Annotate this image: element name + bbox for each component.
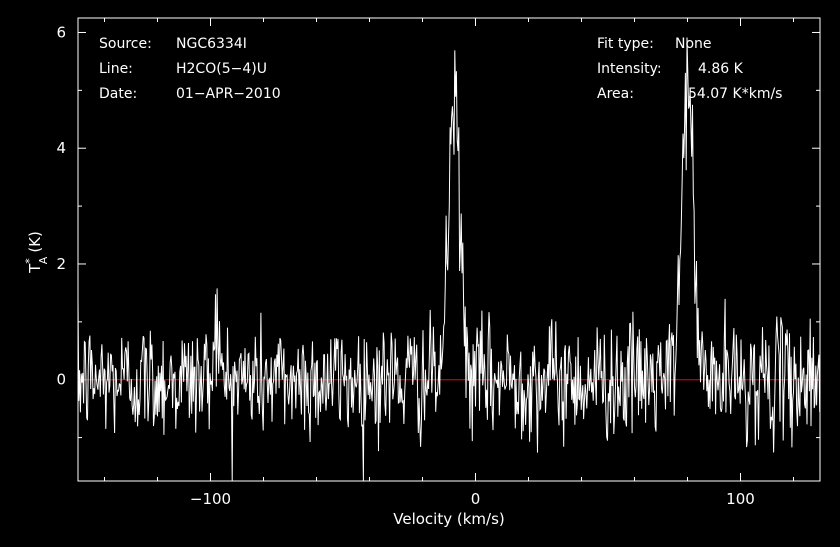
x-tick-label: 100: [726, 490, 755, 508]
y-axis-label: T*A (K): [23, 231, 50, 274]
intensity-label: Intensity:: [597, 61, 662, 77]
y-tick-label: 0: [56, 371, 66, 389]
date-label: Date:: [99, 86, 138, 102]
x-axis-label: Velocity (km/s): [393, 510, 504, 528]
source-label: Source:: [99, 36, 152, 52]
y-axis-ticks: 0 2 4 6: [56, 23, 820, 439]
y-axis-label-unit: (K): [26, 231, 44, 253]
date-value: 01−APR−2010: [176, 86, 281, 102]
y-tick-label: 2: [56, 255, 66, 273]
intensity-value: 4.86 K: [698, 61, 743, 77]
spectrum-line: [77, 37, 821, 482]
area-value: 54.07 K*km/s: [688, 86, 783, 102]
svg-text:T*A(K): T*A (K): [23, 231, 50, 274]
area-label: Area:: [597, 86, 634, 102]
y-axis-label-sup: *: [23, 258, 36, 264]
x-axis-ticks: −100 0 100: [104, 18, 794, 508]
y-tick-label: 6: [56, 23, 66, 41]
line-label: Line:: [99, 61, 133, 77]
fit-type-value: None: [675, 36, 712, 52]
fit-type-label: Fit type:: [597, 36, 654, 52]
plot-frame: [77, 17, 821, 482]
line-value: H2CO(5−4)U: [176, 61, 267, 77]
y-tick-label: 4: [56, 139, 66, 157]
y-axis-label-main: T: [26, 263, 44, 274]
x-tick-label: 0: [471, 490, 481, 508]
source-value: NGC6334I: [176, 36, 247, 52]
y-axis-label-sub: A: [37, 256, 50, 264]
x-tick-label: −100: [190, 490, 231, 508]
